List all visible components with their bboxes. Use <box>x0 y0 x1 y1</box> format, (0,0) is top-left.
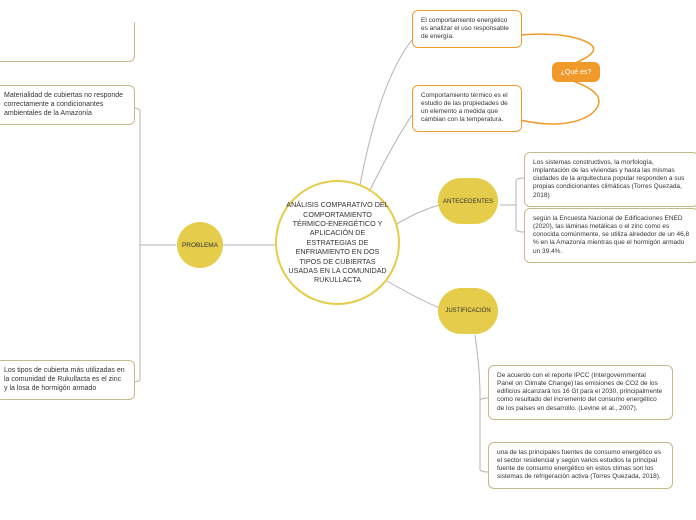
antecedentes-label: ANTECEDENTES <box>443 198 493 205</box>
justificacion-label: JUSTIFICACIÓN <box>445 308 490 314</box>
antecedentes-hub: ANTECEDENTES <box>438 178 498 224</box>
problema-label: PROBLEMA <box>182 242 218 249</box>
antecedentes-box-top-text: Los sistemas constructivos, la morfologí… <box>533 159 684 199</box>
topright-box-b-text: Comportamiento térmico es el estudio de … <box>421 92 508 123</box>
justificacion-box-top-text: De acuerdo con el reporte IPCC (Intergov… <box>497 372 662 412</box>
problema-box-top: Materialidad de cubiertas no responde co… <box>0 85 135 125</box>
problema-extra-frame <box>0 22 135 62</box>
topright-box-a: El comportamiento energético es analizar… <box>412 10 522 48</box>
que-es-text: ¿Qué es? <box>561 69 592 76</box>
antecedentes-box-bottom: según la Encuesta Nacional de Edificacio… <box>524 208 696 263</box>
problema-box-bottom: Los tipos de cubierta más utilizadas en … <box>0 360 135 400</box>
que-es-badge: ¿Qué es? <box>552 62 600 82</box>
justificacion-hub: JUSTIFICACIÓN <box>438 288 498 334</box>
antecedentes-box-bottom-text: según la Encuesta Nacional de Edificacio… <box>533 215 689 255</box>
central-label: ANÁLISIS COMPARATIVO DEL COMPORTAMIENTO … <box>285 200 390 284</box>
topright-box-b: Comportamiento térmico es el estudio de … <box>412 85 522 132</box>
justificacion-box-bottom-text: una de las principales fuentes de consum… <box>497 449 661 480</box>
problema-hub: PROBLEMA <box>177 222 223 268</box>
antecedentes-box-top: Los sistemas constructivos, la morfologí… <box>524 152 696 207</box>
problema-box-top-text: Materialidad de cubiertas no responde co… <box>4 92 123 117</box>
central-node: ANÁLISIS COMPARATIVO DEL COMPORTAMIENTO … <box>275 180 400 305</box>
justificacion-box-bottom: una de las principales fuentes de consum… <box>488 442 673 489</box>
justificacion-box-top: De acuerdo con el reporte IPCC (Intergov… <box>488 365 673 420</box>
problema-box-bottom-text: Los tipos de cubierta más utilizadas en … <box>4 367 125 392</box>
topright-box-a-text: El comportamiento energético es analizar… <box>421 17 509 40</box>
